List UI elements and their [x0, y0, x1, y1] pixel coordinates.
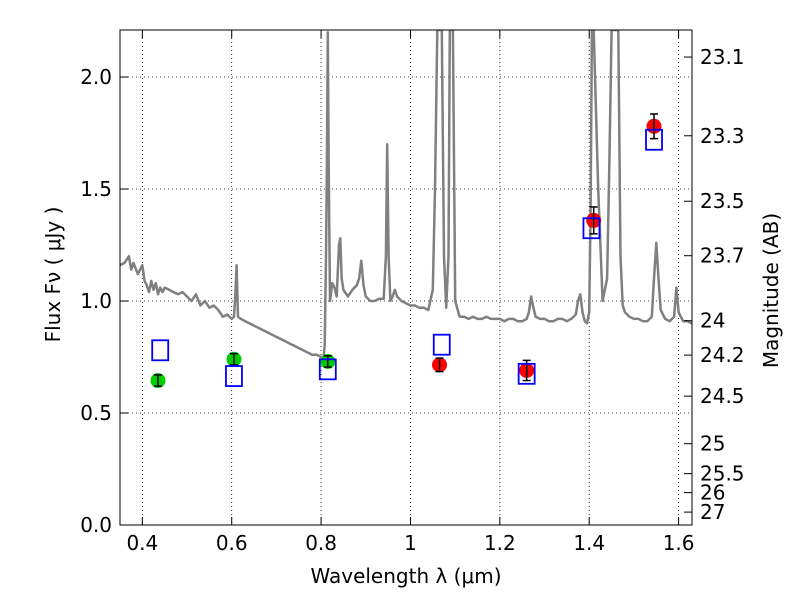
mag-tick-label: 25.5 [700, 462, 745, 486]
model-square-marker [318, 358, 337, 381]
model-square-marker [151, 339, 170, 362]
x-tick-label: 1.2 [484, 531, 516, 555]
model-square-marker [432, 333, 451, 356]
x-tick-label: 0.6 [216, 531, 248, 555]
mag-tick-label: 27 [700, 500, 725, 524]
mag-tick-label: 23.1 [700, 45, 745, 69]
x-tick-label: 0.8 [305, 531, 337, 555]
mag-tick-label: 23.7 [700, 244, 745, 268]
x-axis-label: Wavelength λ (μm) [310, 564, 501, 588]
plot-frame [119, 29, 693, 526]
y-tick-label: 0.5 [80, 401, 112, 425]
x-tick-label: 1 [404, 531, 417, 555]
y-axis-label-left: Flux Fν ( μJy ) [41, 207, 65, 343]
y-tick-label: 2.0 [80, 65, 112, 89]
x-tick-label: 0.4 [126, 531, 158, 555]
mag-tick-label: 24.2 [700, 343, 745, 367]
x-tick-label: 1.6 [663, 531, 695, 555]
model-spectrum-line [120, 30, 692, 361]
mag-tick-label: 23.3 [700, 124, 745, 148]
x-tick-label: 1.4 [573, 531, 605, 555]
data-markers [150, 113, 663, 389]
mag-tick-label: 24 [700, 309, 725, 333]
y-tick-label: 1.0 [80, 289, 112, 313]
axis-ticks: 0.4 0.6 0.8 1 1.2 1.4 1.6 0.0 0.5 1.0 1.5 2.0 23.1 23… [80, 30, 745, 555]
model-square-marker [645, 128, 663, 151]
mag-tick-label: 23.5 [700, 189, 745, 213]
y-tick-label: 0.0 [80, 513, 112, 537]
model-square-marker [582, 217, 601, 240]
y-axis-label-right: Magnitude (AB) [759, 213, 783, 368]
spectrum-layer [120, 30, 692, 361]
mag-tick-label: 24.5 [700, 384, 745, 408]
y-tick-label: 1.5 [80, 177, 112, 201]
model-square-marker [517, 362, 536, 385]
mag-tick-label: 26 [700, 481, 725, 505]
mag-tick-label: 25 [700, 432, 725, 456]
model-square-marker [225, 365, 243, 387]
